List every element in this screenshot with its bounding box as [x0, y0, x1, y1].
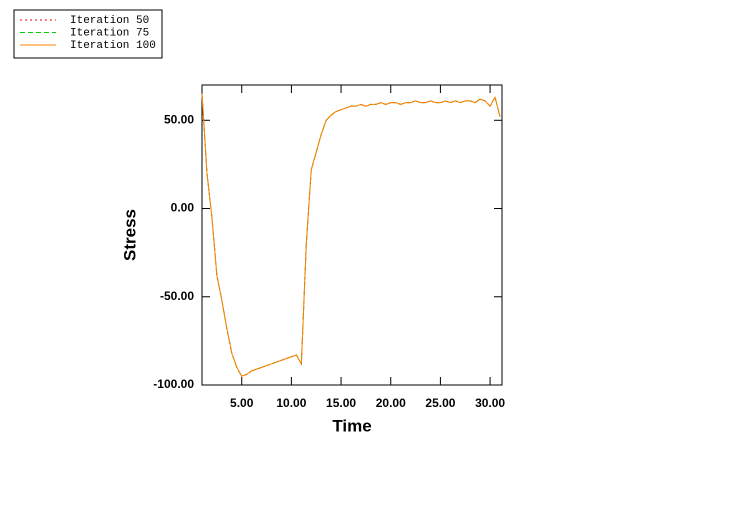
y-tick-label: -50.00 — [160, 289, 194, 303]
x-tick-label: 5.00 — [230, 396, 254, 410]
x-tick-label: 30.00 — [475, 396, 505, 410]
y-tick-label: -100.00 — [153, 377, 194, 391]
y-axis-label: Stress — [120, 209, 139, 261]
data-line — [201, 93, 501, 377]
x-axis-label: Time — [332, 416, 371, 435]
data-line — [201, 93, 501, 377]
x-tick-label: 15.00 — [326, 396, 356, 410]
plot-frame — [201, 84, 503, 386]
y-tick-label: 50.00 — [164, 112, 194, 126]
data-line — [201, 93, 501, 377]
x-tick-label: 25.00 — [425, 396, 455, 410]
legend-box — [13, 9, 163, 59]
y-tick-label: 0.00 — [171, 201, 195, 215]
legend-label: Iteration 50 — [70, 15, 149, 27]
x-tick-label: 20.00 — [376, 396, 406, 410]
legend-label: Iteration 100 — [70, 40, 156, 52]
x-tick-label: 10.00 — [276, 396, 306, 410]
legend-label: Iteration 75 — [70, 27, 149, 39]
